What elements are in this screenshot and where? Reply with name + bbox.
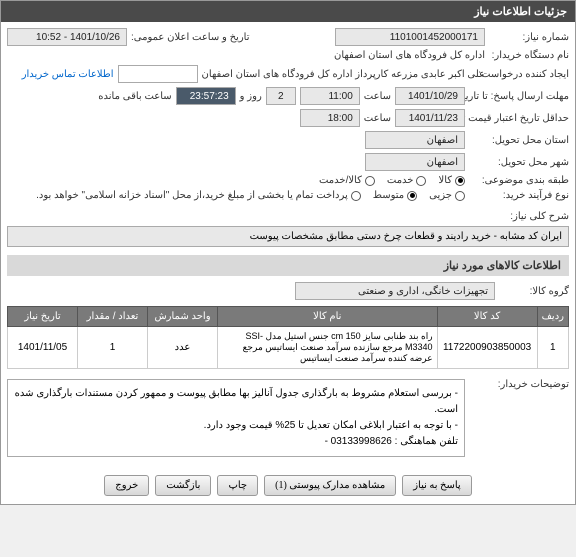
validity-label: حداقل تاریخ اعتبار قیمت تا تاریخ: [469,113,569,124]
process-note: پرداخت تمام یا بخشی از مبلغ خرید،از محل … [36,190,348,201]
group-label: گروه کالا: [499,286,569,297]
td-index: 1 [537,327,568,369]
announce-date-value: 1401/10/26 - 10:52 [7,28,127,46]
th-code: کد کالا [437,307,537,327]
th-date: تاریخ نیاز [8,307,78,327]
form-content: شماره نیاز: 1101001452000171 تاریخ و ساع… [1,22,575,467]
process-label: نوع فرآیند خرید: [469,190,569,201]
radio-goods-label: کالا [438,175,452,186]
print-button[interactable]: چاپ [217,475,258,496]
days-label: روز و [240,91,262,102]
contact-link[interactable]: اطلاعات تماس خریدار [22,69,114,80]
notes-label: توضیحات خریدار: [469,379,569,390]
description-field: ایران کد مشابه - خرید رادیند و قطعات چرخ… [7,226,569,247]
validity-time: 18:00 [300,109,360,127]
radio-note-circle [351,191,361,201]
validity-date: 1401/11/23 [395,109,465,127]
time-label-1: ساعت [364,91,391,102]
view-docs-button[interactable]: مشاهده مدارک پیوستی (1) [264,475,396,496]
notes-line3: تلفن هماهنگی : 03133998626 - [14,434,458,450]
radio-goods[interactable]: کالا [438,175,465,186]
deadline-send-date: 1401/10/29 [395,87,465,105]
th-qty: تعداد / مقدار [78,307,148,327]
need-number-value: 1101001452000171 [335,28,485,46]
category-label: طبقه بندی موضوعی: [469,175,569,186]
radio-service[interactable]: خدمت [387,175,427,186]
notes-line2: - با توجه به اعتبار ابلاغی امکان تعدیل ت… [14,418,458,434]
remaining-label: ساعت باقی مانده [98,91,171,102]
radio-service-circle [416,176,426,186]
buyer-org-value: اداره کل فرودگاه های استان اصفهان [334,50,485,61]
goods-table: ردیف کد کالا نام کالا واحد شمارش تعداد /… [7,306,569,369]
radio-small[interactable]: جزیی [429,190,465,201]
radio-small-circle [455,191,465,201]
exit-button[interactable]: خروج [104,475,149,496]
th-index: ردیف [537,307,568,327]
remaining-time: 23:57:23 [176,87,236,105]
main-header: جزئیات اطلاعات نیاز [1,1,575,22]
td-code: 1172200903850003 [437,327,537,369]
radio-service-label: خدمت [387,175,414,186]
main-panel: جزئیات اطلاعات نیاز شماره نیاز: 11010014… [0,0,576,505]
back-button[interactable]: بازگشت [155,475,211,496]
province-label: استان محل تحویل: [469,135,569,146]
radio-note: پرداخت تمام یا بخشی از مبلغ خرید،از محل … [36,190,361,201]
city-label: شهر محل تحویل: [469,157,569,168]
days-value: 2 [266,87,296,105]
deadline-send-time: 11:00 [300,87,360,105]
td-qty: 1 [78,327,148,369]
province-value: اصفهان [365,131,465,149]
notes-box: - بررسی استعلام مشروط به بارگذاری جدول آ… [7,379,465,457]
radio-goods-circle [455,176,465,186]
table-row[interactable]: 1 1172200903850003 راه بند طنابی سایز 15… [8,327,569,369]
radio-medium[interactable]: متوسط [373,190,417,201]
requester-value: علی اکبر عابدی مزرعه کارپرداز اداره کل ف… [202,69,485,80]
description-label: شرح کلی نیاز: [469,211,569,222]
radio-goods-service-circle [365,176,375,186]
need-number-label: شماره نیاز: [489,32,569,43]
th-name: نام کالا [218,307,438,327]
notes-line1: - بررسی استعلام مشروط به بارگذاری جدول آ… [14,386,458,418]
td-unit: عدد [148,327,218,369]
td-date: 1401/11/05 [8,327,78,369]
category-radio-group: کالا خدمت کالا/خدمت [319,175,465,186]
radio-medium-label: متوسط [373,190,404,201]
respond-button[interactable]: پاسخ به نیاز [402,475,472,496]
contact-field[interactable] [118,65,198,83]
announce-date-label: تاریخ و ساعت اعلان عمومی: [131,32,250,43]
deadline-send-label: مهلت ارسال پاسخ: تا تاریخ: [469,91,569,102]
group-value: تجهیزات خانگی، اداری و صنعتی [295,282,495,300]
city-value: اصفهان [365,153,465,171]
button-row: پاسخ به نیاز مشاهده مدارک پیوستی (1) چاپ… [1,467,575,504]
radio-small-label: جزیی [429,190,452,201]
radio-goods-service[interactable]: کالا/خدمت [319,175,375,186]
radio-medium-circle [407,191,417,201]
process-radio-group: جزیی متوسط پرداخت تمام یا بخشی از مبلغ خ… [36,190,465,201]
radio-goods-service-label: کالا/خدمت [319,175,362,186]
buyer-org-label: نام دستگاه خریدار: [489,50,569,61]
th-unit: واحد شمارش [148,307,218,327]
goods-section-header: اطلاعات کالاهای مورد نیاز [7,255,569,276]
time-label-2: ساعت [364,113,391,124]
td-name: راه بند طنابی سایز 150 cm جنس استیل مدل … [218,327,438,369]
requester-label: ایجاد کننده درخواست: [489,69,569,80]
